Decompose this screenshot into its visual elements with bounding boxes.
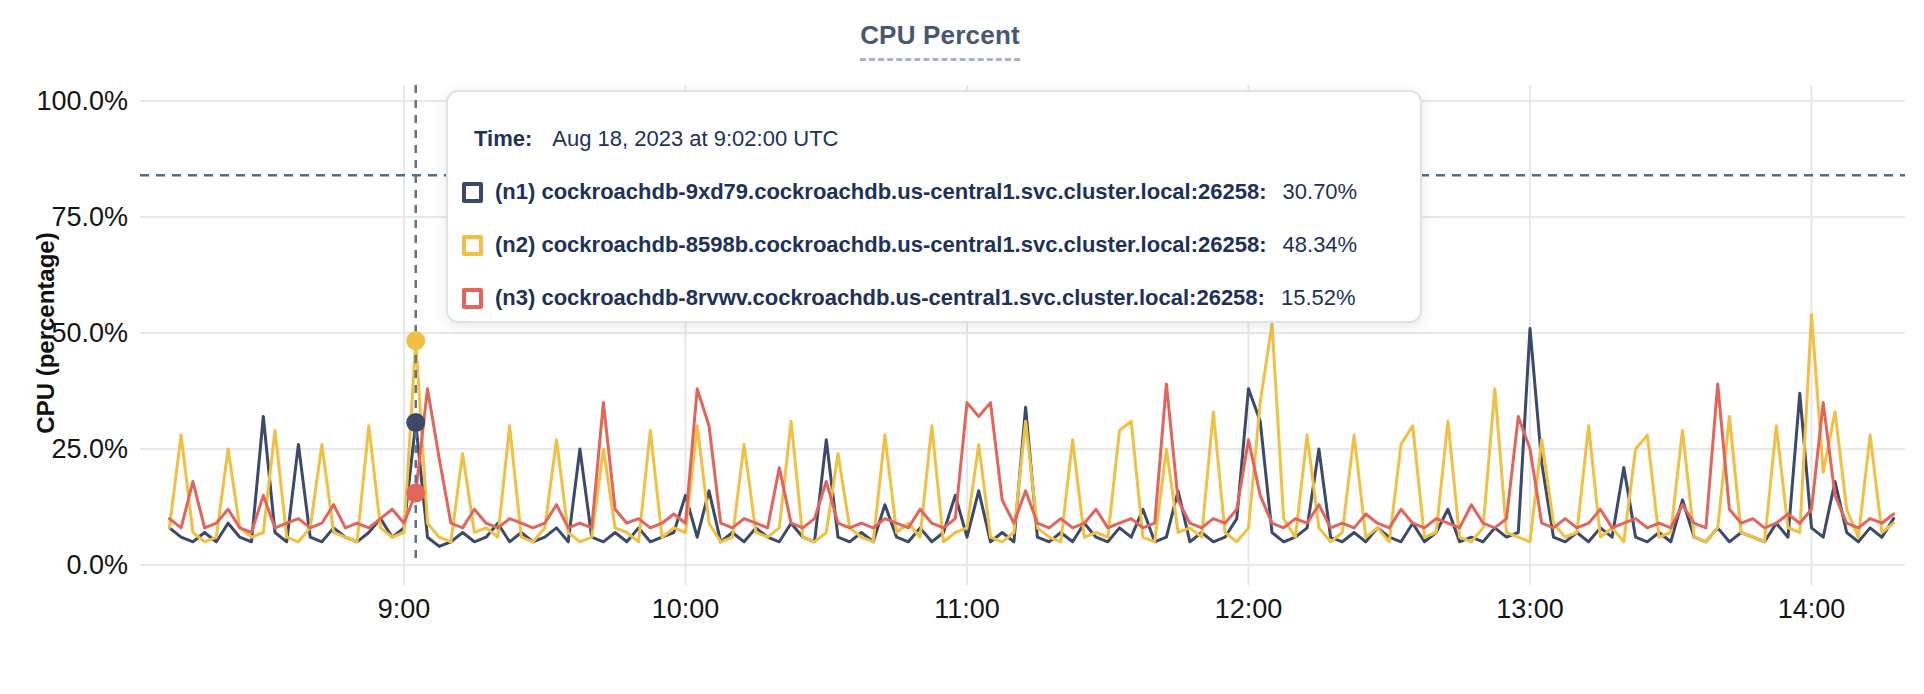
x-tick-label: 12:00 <box>1179 593 1319 625</box>
series-n3-value: 15.52% <box>1281 285 1356 311</box>
series-n1-swatch-icon <box>462 182 483 203</box>
series-n1-label: (n1) cockroachdb-9xd79.cockroachdb.us-ce… <box>495 179 1267 205</box>
tooltip-time-row: Time: Aug 18, 2023 at 9:02:00 UTC <box>474 126 1420 152</box>
y-tick-label: 25.0% <box>8 433 128 465</box>
chart-title-wrap: CPU Percent <box>0 20 1880 61</box>
x-tick-label: 14:00 <box>1742 593 1882 625</box>
x-tick-label: 9:00 <box>334 593 474 625</box>
x-tick-label: 13:00 <box>1460 593 1600 625</box>
chart-title[interactable]: CPU Percent <box>860 20 1020 61</box>
hover-tooltip: Time: Aug 18, 2023 at 9:02:00 UTC (n1) co… <box>446 90 1422 323</box>
series-n2-swatch-icon <box>462 235 483 256</box>
tooltip-series-row-n1: (n1) cockroachdb-9xd79.cockroachdb.us-ce… <box>462 179 1420 205</box>
series-n3-label: (n3) cockroachdb-8rvwv.cockroachdb.us-ce… <box>495 285 1265 311</box>
y-tick-label: 100.0% <box>8 85 128 117</box>
cpu-percent-chart-panel: CPU Percent CPU (percentage) 0.0%25.0%50… <box>0 0 1924 694</box>
y-tick-label: 0.0% <box>8 549 128 581</box>
series-n2-label: (n2) cockroachdb-8598b.cockroachdb.us-ce… <box>495 232 1267 258</box>
tooltip-series-row-n2: (n2) cockroachdb-8598b.cockroachdb.us-ce… <box>462 232 1420 258</box>
series-n2-value: 48.34% <box>1283 232 1358 258</box>
tooltip-time-label: Time: <box>474 126 532 151</box>
series-n1-value: 30.70% <box>1283 179 1358 205</box>
series-n3-swatch-icon <box>462 288 483 309</box>
y-tick-label: 75.0% <box>8 201 128 233</box>
tooltip-time-value: Aug 18, 2023 at 9:02:00 UTC <box>552 126 838 151</box>
x-tick-label: 10:00 <box>616 593 756 625</box>
tooltip-series-row-n3: (n3) cockroachdb-8rvwv.cockroachdb.us-ce… <box>462 285 1420 311</box>
x-tick-label: 11:00 <box>897 593 1037 625</box>
y-tick-label: 50.0% <box>8 317 128 349</box>
